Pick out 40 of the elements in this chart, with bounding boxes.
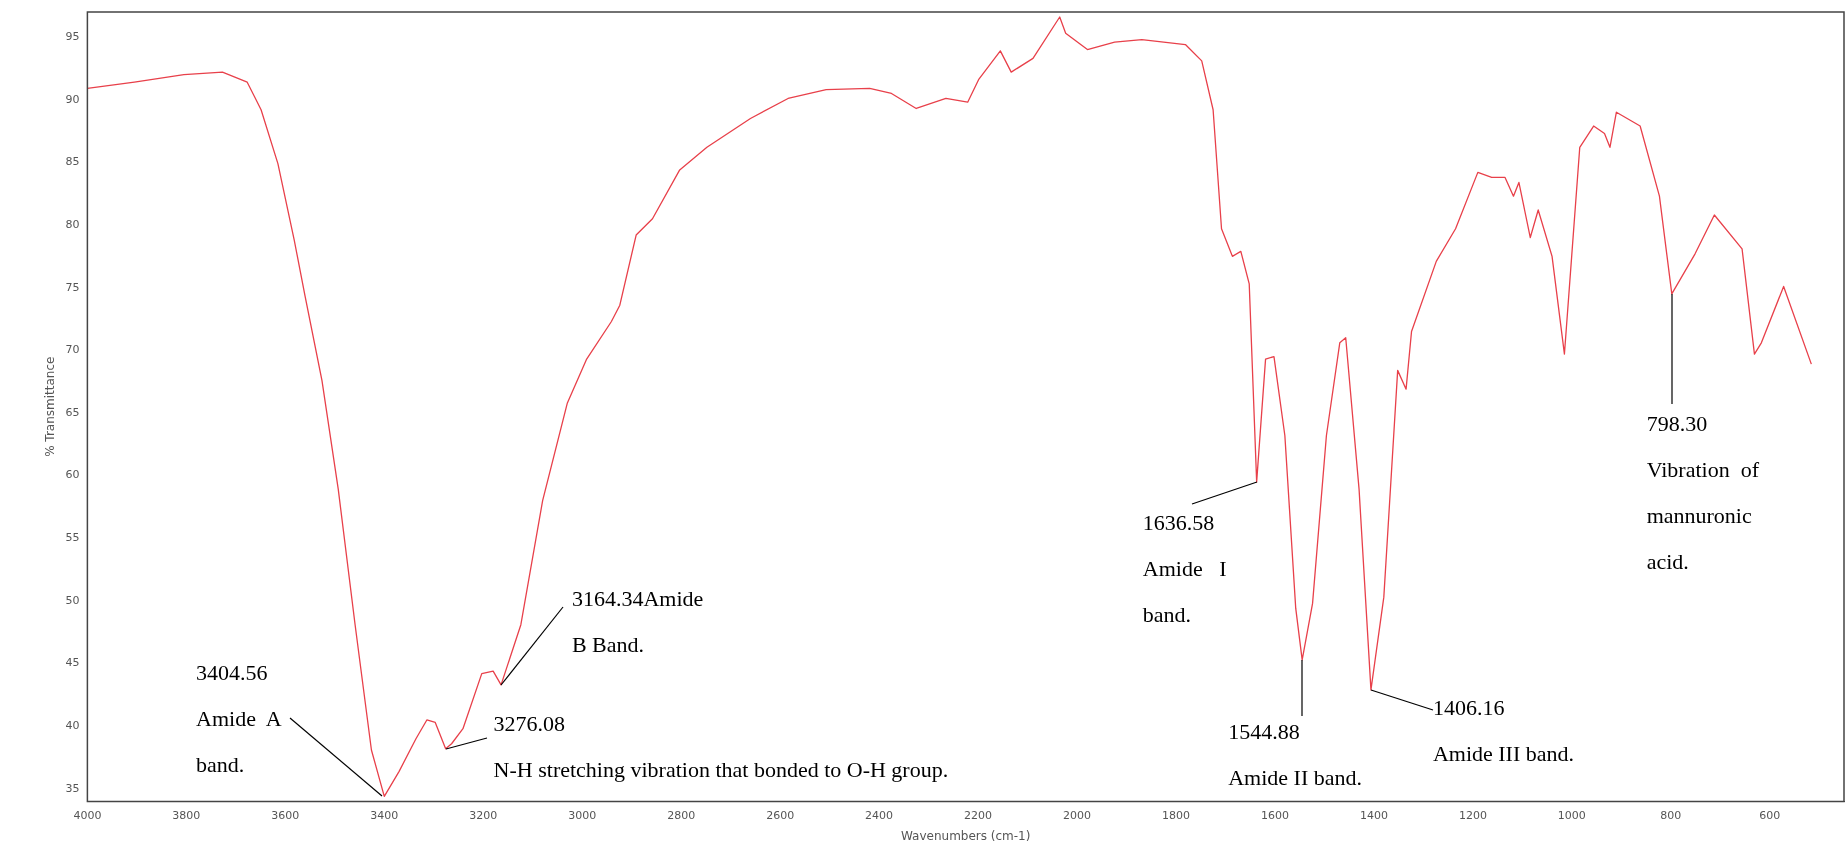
x-tick-label: 1000 [1557,808,1586,822]
y-tick-label: 85 [65,155,80,169]
x-tick-label: 4000 [73,808,102,822]
y-tick-label: 60 [65,468,80,482]
x-tick-label: 3400 [370,808,399,822]
x-tick-label: 3600 [271,808,300,822]
annotation: 1544.88 Amide II band. [1228,718,1363,790]
x-tick-label: 1800 [1162,808,1190,822]
x-tick-label: 2200 [964,808,993,822]
y-tick-label: 40 [65,719,80,733]
annotation: 798.30 Vibration of mannuronic acid. [1646,410,1760,574]
x-tick-label: 3800 [172,808,201,822]
x-tick-label: 1200 [1458,808,1487,822]
x-tick-label: 800 [1660,808,1682,822]
x-tick-label: 600 [1759,808,1781,822]
y-tick-label: 75 [65,280,80,294]
y-tick-label: 90 [65,92,80,106]
annotation: 3404.56 Amide A band. [196,660,282,778]
y-tick-label: 45 [65,656,80,670]
x-tick-label: 2800 [667,808,696,822]
x-tick-label: 2400 [865,808,894,822]
x-tick-label: 3000 [568,808,597,822]
x-tick-label: 3200 [469,808,498,822]
annotation: 3276.08 N-H stretching vibration that bonded to O-H group. [493,710,949,782]
x-axis-title: Wavenumbers (cm-1) [900,828,1031,843]
x-tick-label: 2600 [766,808,795,822]
y-tick-label: 65 [65,405,80,419]
y-tick-label: 95 [65,29,80,43]
x-tick-label: 2000 [1063,808,1092,822]
annotation: 1406.16 Amide III band. [1432,694,1574,766]
y-axis-title: % Transmittance [43,356,58,457]
x-tick-label: 1600 [1260,808,1289,822]
annotation: 3164.34Amide B Band. [571,585,704,657]
y-tick-label: 50 [65,593,80,607]
x-tick-label: 1400 [1359,808,1388,822]
y-tick-label: 80 [65,217,80,231]
y-tick-label: 70 [65,343,80,357]
y-tick-label: 35 [65,781,80,795]
annotation: 1636.58 Amide I band. [1142,509,1227,627]
y-tick-label: 55 [65,531,80,545]
